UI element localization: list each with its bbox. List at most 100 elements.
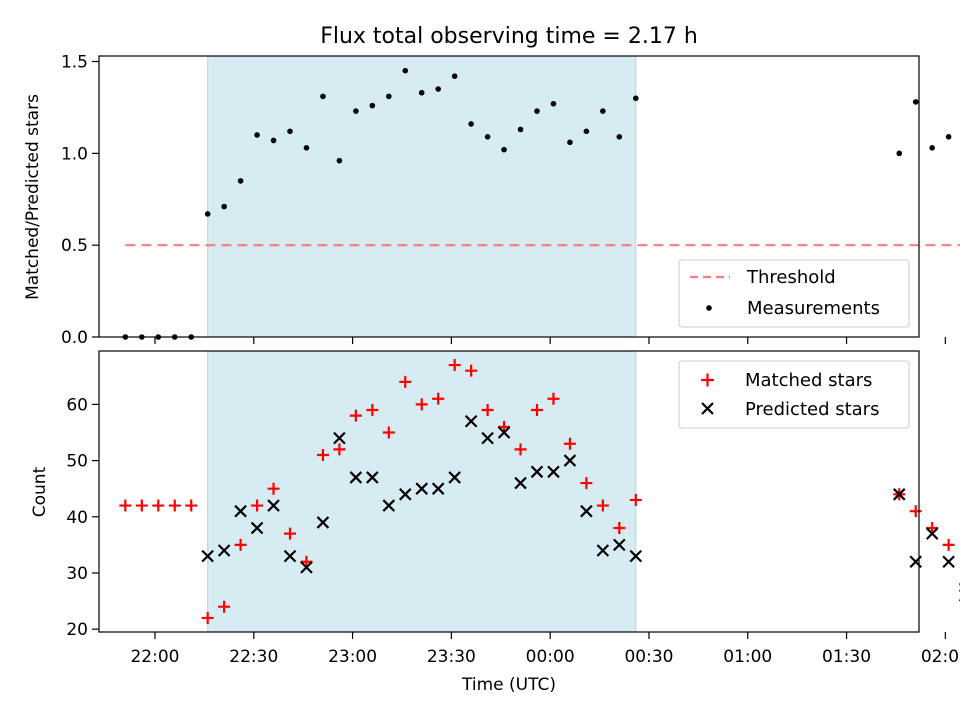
matched-star-point bbox=[415, 398, 428, 411]
predicted-star-point bbox=[942, 555, 955, 569]
matched-star-point bbox=[333, 443, 346, 456]
measurement-point bbox=[237, 178, 244, 184]
measurement-point bbox=[303, 145, 310, 151]
measurement-point bbox=[945, 134, 952, 140]
matched-star-point bbox=[218, 600, 231, 613]
predicted-star-point bbox=[892, 488, 906, 501]
predicted-star-point bbox=[547, 465, 560, 479]
matched-star-point bbox=[284, 527, 297, 540]
x-tick-label: 23:30 bbox=[427, 647, 476, 667]
matched-stars-legend-label: Matched stars bbox=[745, 370, 872, 391]
measurement-point bbox=[418, 89, 425, 96]
measurement-point bbox=[270, 137, 277, 144]
matched-star-point bbox=[596, 499, 609, 512]
measurement-point bbox=[896, 150, 903, 157]
predicted-star-point bbox=[366, 471, 379, 484]
bottom-legend-box bbox=[678, 360, 910, 429]
matched-star-point bbox=[530, 404, 543, 417]
measurement-point bbox=[204, 211, 211, 217]
x-tick-label: 00:30 bbox=[624, 647, 673, 667]
predicted-star-point bbox=[431, 482, 445, 495]
x-tick-label: 22:30 bbox=[229, 647, 278, 667]
top-y-tick-label: 1.5 bbox=[61, 53, 88, 73]
predicted-star-point bbox=[333, 431, 346, 445]
predicted-star-point bbox=[514, 476, 527, 490]
top-legend-box bbox=[678, 259, 910, 328]
x-tick-label: 01:00 bbox=[723, 647, 772, 667]
top-panel: 0.0 0.5 1.0 1.5 Matched/Predicted stars Thr… bbox=[23, 53, 960, 348]
matched-star-point bbox=[399, 375, 412, 388]
predicted-star-point bbox=[267, 499, 280, 512]
matched-star-point bbox=[613, 522, 626, 535]
measurement-point bbox=[632, 95, 639, 102]
matched-star-point bbox=[152, 499, 165, 512]
measurement-point bbox=[336, 157, 343, 164]
measurement-point bbox=[402, 67, 409, 74]
matched-star-point bbox=[135, 499, 148, 512]
matched-star-point bbox=[909, 505, 922, 518]
matched-star-point bbox=[349, 409, 362, 422]
predicted-star-point bbox=[234, 504, 247, 518]
x-tick-label: 23:00 bbox=[328, 647, 377, 667]
predicted-star-point bbox=[415, 482, 429, 495]
measurement-point bbox=[600, 108, 606, 114]
measurement-point bbox=[567, 139, 573, 146]
matched-star-point bbox=[267, 482, 280, 495]
predicted-stars-legend-swatch bbox=[701, 402, 714, 415]
measurement-point bbox=[221, 203, 227, 210]
matched-star-point bbox=[119, 499, 132, 512]
measurements-legend-swatch bbox=[706, 305, 712, 311]
bottom-y-tick-label: 30 bbox=[66, 564, 88, 584]
top-y-tick-label: 0.5 bbox=[61, 236, 88, 256]
matched-star-point bbox=[366, 404, 379, 417]
bottom-y-tick-label: 20 bbox=[66, 620, 88, 640]
predicted-star-point bbox=[300, 561, 313, 574]
x-tick-label: 01:30 bbox=[822, 647, 871, 667]
top-y-axis-label: Matched/Predicted stars bbox=[23, 94, 43, 300]
bottom-panel: 20 30 40 50 60 22:00 22:30 23:00 23:30 00:00 00:30… bbox=[30, 350, 960, 695]
matched-star-point bbox=[498, 420, 511, 433]
measurement-point bbox=[468, 121, 474, 127]
predicted-star-point bbox=[925, 527, 939, 540]
predicted-star-point bbox=[629, 549, 643, 563]
top-panel-frame bbox=[98, 55, 920, 338]
matched-star-point bbox=[201, 611, 214, 624]
measurement-point bbox=[517, 126, 524, 133]
matched-star-point bbox=[629, 493, 642, 506]
x-axis-label: Time (UTC) bbox=[461, 675, 556, 695]
predicted-star-point bbox=[596, 544, 610, 557]
matched-star-point bbox=[563, 437, 576, 450]
matched-star-point bbox=[514, 443, 527, 456]
predicted-star-point bbox=[349, 471, 363, 484]
predicted-star-point bbox=[201, 549, 214, 563]
measurements-legend-label: Measurements bbox=[747, 298, 880, 319]
measurement-point bbox=[583, 128, 590, 135]
measurement-point bbox=[320, 93, 326, 100]
matched-star-point bbox=[234, 538, 247, 551]
predicted-star-point bbox=[481, 431, 494, 445]
x-tick-label: 02:00 bbox=[921, 647, 960, 667]
top-y-tick-label: 1.0 bbox=[61, 144, 88, 164]
bottom-legend: Matched stars Predicted stars bbox=[678, 360, 910, 429]
figure-title: Flux total observing time = 2.17 h bbox=[320, 24, 698, 49]
predicted-star-point bbox=[464, 414, 478, 428]
observing-window-shade bbox=[207, 350, 637, 633]
predicted-star-point bbox=[613, 538, 626, 552]
observing-window-shade bbox=[207, 55, 637, 338]
threshold-legend-label: Threshold bbox=[746, 267, 836, 288]
measurement-point bbox=[501, 146, 507, 153]
measurement-point bbox=[929, 145, 935, 151]
measurement-point bbox=[353, 108, 359, 114]
matched-star-point bbox=[300, 555, 313, 568]
matched-star-point bbox=[432, 392, 445, 405]
matched-star-point bbox=[185, 499, 198, 512]
matched-stars-legend-swatch bbox=[701, 373, 714, 387]
measurement-point bbox=[534, 108, 540, 114]
measurement-point bbox=[369, 102, 376, 109]
bottom-y-tick-label: 50 bbox=[66, 452, 88, 472]
matched-star-point bbox=[942, 538, 955, 551]
matched-star-point bbox=[465, 364, 478, 377]
top-y-tick-label: 0.0 bbox=[61, 328, 88, 348]
matched-star-point bbox=[316, 448, 329, 461]
